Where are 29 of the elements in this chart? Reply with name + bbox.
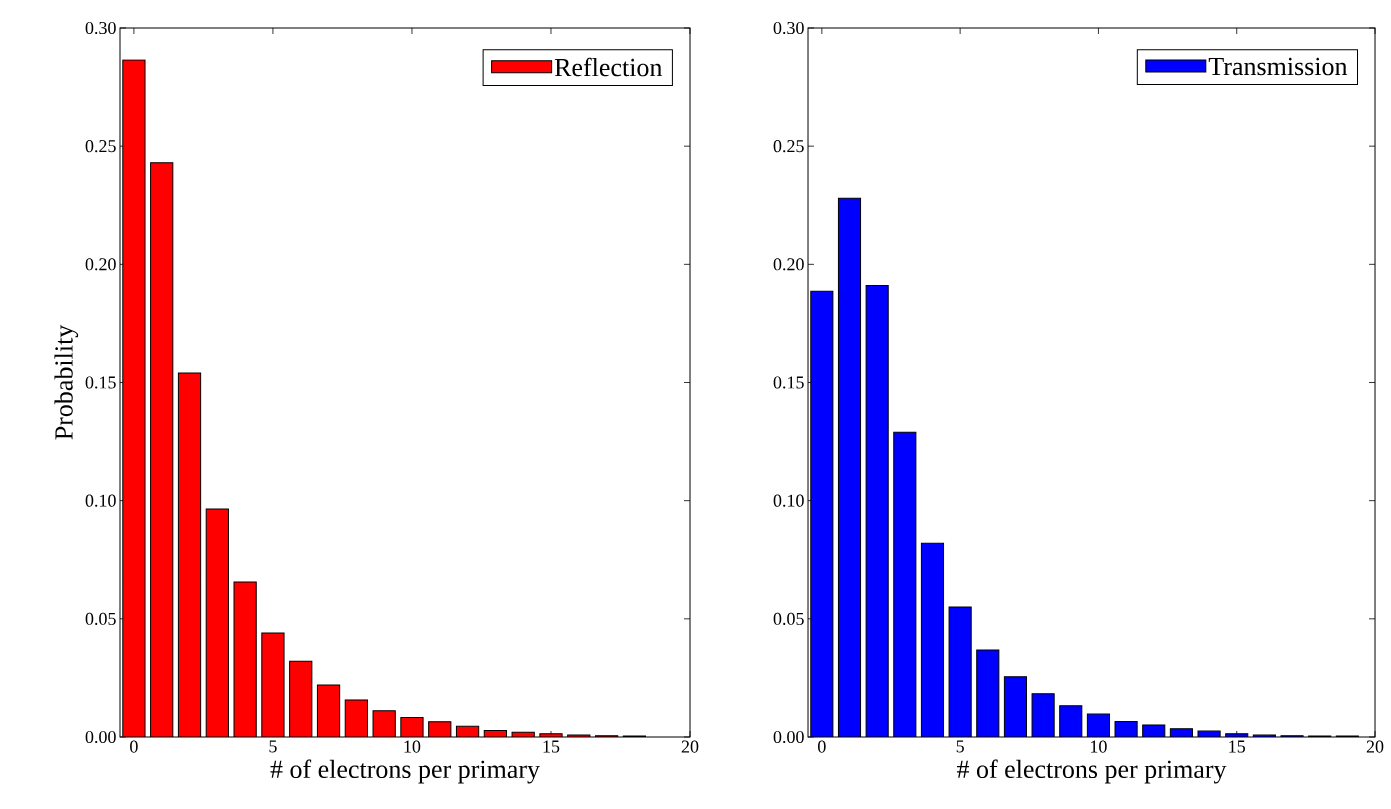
- x-tick-label: 5: [269, 740, 277, 753]
- y-tick-label: 0.10: [773, 494, 804, 507]
- y-tick-label: 0.25: [85, 140, 116, 153]
- y-tick-label: 0.15: [773, 376, 804, 389]
- y-tick-label: 0.15: [85, 376, 116, 389]
- y-tick-label: 0.05: [773, 612, 804, 625]
- x-tick-label: 10: [1091, 740, 1107, 753]
- y-tick-label: 0.00: [85, 730, 116, 744]
- x-tick-label: 0: [818, 740, 826, 753]
- x-tick-label: 20: [681, 740, 699, 753]
- y-tick-label: 0.00: [773, 730, 804, 744]
- y-tick-label: 0.05: [85, 612, 116, 625]
- x-tick-label: 10: [404, 740, 421, 753]
- y-tick-label: 0.20: [85, 258, 116, 271]
- y-axis-title: Probability: [54, 324, 79, 440]
- y-tick-label: 0.30: [85, 21, 116, 35]
- y-tick-label: 0.20: [773, 258, 804, 271]
- y-tick-label: 0.10: [85, 494, 116, 507]
- legend-label: Transmission: [1208, 57, 1348, 76]
- x-tick-label: 0: [130, 740, 138, 753]
- y-tick-label: 0.25: [773, 140, 804, 153]
- x-axis-title: # of electrons per primary: [956, 759, 1227, 784]
- x-tick-label: 15: [1229, 740, 1246, 753]
- x-tick-label: 5: [956, 740, 964, 753]
- y-tick-label: 0.30: [773, 21, 804, 35]
- x-axis-title: # of electrons per primary: [270, 759, 540, 784]
- x-tick-label: 20: [1366, 740, 1384, 753]
- legend-label: Reflection: [554, 57, 663, 77]
- x-tick-label: 15: [543, 740, 560, 753]
